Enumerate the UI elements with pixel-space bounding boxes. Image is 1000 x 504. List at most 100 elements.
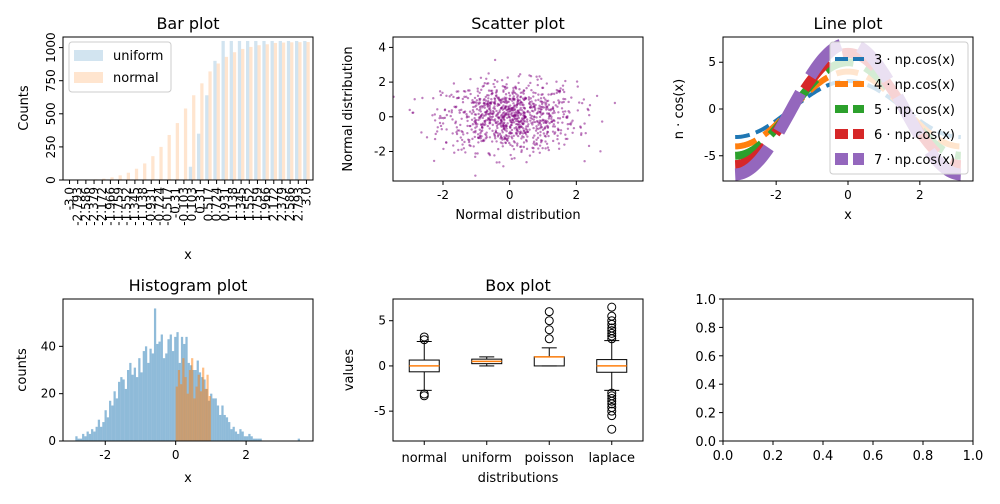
scatter-point xyxy=(544,104,546,106)
scatter-point xyxy=(495,121,497,123)
scatter-point xyxy=(547,93,549,95)
empty-axes-frame xyxy=(723,299,973,441)
scatter-point xyxy=(496,113,498,115)
histogram-bar-normal xyxy=(244,436,246,441)
bar-plot-title: Bar plot xyxy=(156,14,219,33)
scatter-point xyxy=(525,87,527,89)
scatter-point xyxy=(420,131,422,133)
scatter-point xyxy=(493,154,495,156)
scatter-point xyxy=(535,139,537,141)
empty-axes-y-ticks: 0.00.20.40.60.81.0 xyxy=(695,293,723,450)
scatter-point xyxy=(495,110,497,112)
scatter-point xyxy=(502,124,504,126)
scatter-point xyxy=(482,139,484,141)
scatter-point xyxy=(491,140,493,142)
scatter-point xyxy=(464,110,466,112)
scatter-point xyxy=(509,126,511,128)
legend-swatch-uniform xyxy=(74,50,103,61)
histogram-bar-normal xyxy=(226,417,228,441)
scatter-point xyxy=(501,106,503,108)
scatter-point xyxy=(544,140,546,142)
scatter-point xyxy=(540,124,542,126)
scatter-point xyxy=(562,89,564,91)
scatter-point xyxy=(529,114,531,116)
scatter-point xyxy=(540,106,542,108)
scatter-point xyxy=(459,124,461,126)
histogram-bar-normal xyxy=(120,377,122,441)
scatter-point xyxy=(500,99,502,101)
scatter-point xyxy=(477,141,479,143)
bar-normal xyxy=(257,45,260,180)
scatter-point xyxy=(450,94,452,96)
scatter-point xyxy=(503,138,505,140)
scatter-point xyxy=(521,109,523,111)
scatter-point xyxy=(477,95,479,97)
scatter-point xyxy=(426,136,428,138)
scatter-point xyxy=(453,152,455,154)
scatter-point xyxy=(486,82,488,84)
scatter-point xyxy=(505,134,507,136)
scatter-point xyxy=(445,128,447,130)
scatter-point xyxy=(499,109,501,111)
scatter-point xyxy=(498,98,500,100)
empty-axes-xtick-label: 0.6 xyxy=(863,449,884,464)
scatter-point xyxy=(519,130,521,132)
empty-axes-xtick-label: 0.2 xyxy=(763,449,784,464)
bar-normal xyxy=(241,49,244,180)
scatter-point xyxy=(521,91,523,93)
scatter-point xyxy=(527,110,529,112)
scatter-point xyxy=(463,96,465,98)
scatter-point xyxy=(502,91,504,93)
scatter-point xyxy=(550,118,552,120)
scatter-point xyxy=(455,120,457,122)
scatter-point xyxy=(409,109,411,111)
histogram-plot-ytick-label: 40 xyxy=(41,339,56,353)
scatter-point xyxy=(558,91,560,93)
scatter-point xyxy=(439,122,441,124)
line-plot-xtick-label: -2 xyxy=(770,188,782,202)
scatter-point xyxy=(487,101,489,103)
histogram-bar-normal xyxy=(239,429,241,441)
histogram-bar-uniform xyxy=(184,377,186,441)
scatter-point xyxy=(517,115,519,117)
bar-normal xyxy=(298,42,301,180)
scatter-point xyxy=(556,138,558,140)
scatter-point xyxy=(492,124,494,126)
scatter-point xyxy=(532,95,534,97)
scatter-point xyxy=(502,145,504,147)
scatter-point xyxy=(577,85,579,87)
scatter-point xyxy=(489,110,491,112)
scatter-point xyxy=(511,158,513,160)
empty-axes-xtick-label: 0.4 xyxy=(813,449,834,464)
scatter-point xyxy=(509,94,511,96)
scatter-point xyxy=(573,127,575,129)
histogram-bar-normal xyxy=(233,427,235,441)
scatter-point xyxy=(469,93,471,95)
scatter-point xyxy=(532,137,534,139)
scatter-point xyxy=(566,116,568,118)
scatter-point xyxy=(503,119,505,121)
scatter-point xyxy=(505,138,507,140)
scatter-point xyxy=(520,96,522,98)
scatter-point xyxy=(532,147,534,149)
bar-normal xyxy=(135,169,138,180)
scatter-point xyxy=(497,148,499,150)
scatter-point xyxy=(475,104,477,106)
scatter-point xyxy=(486,94,488,96)
scatter-plot-title: Scatter plot xyxy=(471,14,564,33)
bar-uniform xyxy=(303,41,306,180)
scatter-point xyxy=(479,108,481,110)
histogram-plot-ytick-label: 0 xyxy=(48,434,56,448)
histogram-bar-normal xyxy=(125,389,127,441)
scatter-point xyxy=(503,122,505,124)
scatter-point xyxy=(487,119,489,121)
histogram-bar-normal xyxy=(143,351,145,441)
scatter-point xyxy=(466,116,468,118)
bar-normal xyxy=(143,163,146,180)
scatter-point xyxy=(589,104,591,106)
box-plot-ytick-label: 0 xyxy=(378,359,386,373)
bar-normal xyxy=(184,109,187,181)
scatter-point xyxy=(508,98,510,100)
scatter-point xyxy=(529,82,531,84)
scatter-point xyxy=(514,92,516,94)
